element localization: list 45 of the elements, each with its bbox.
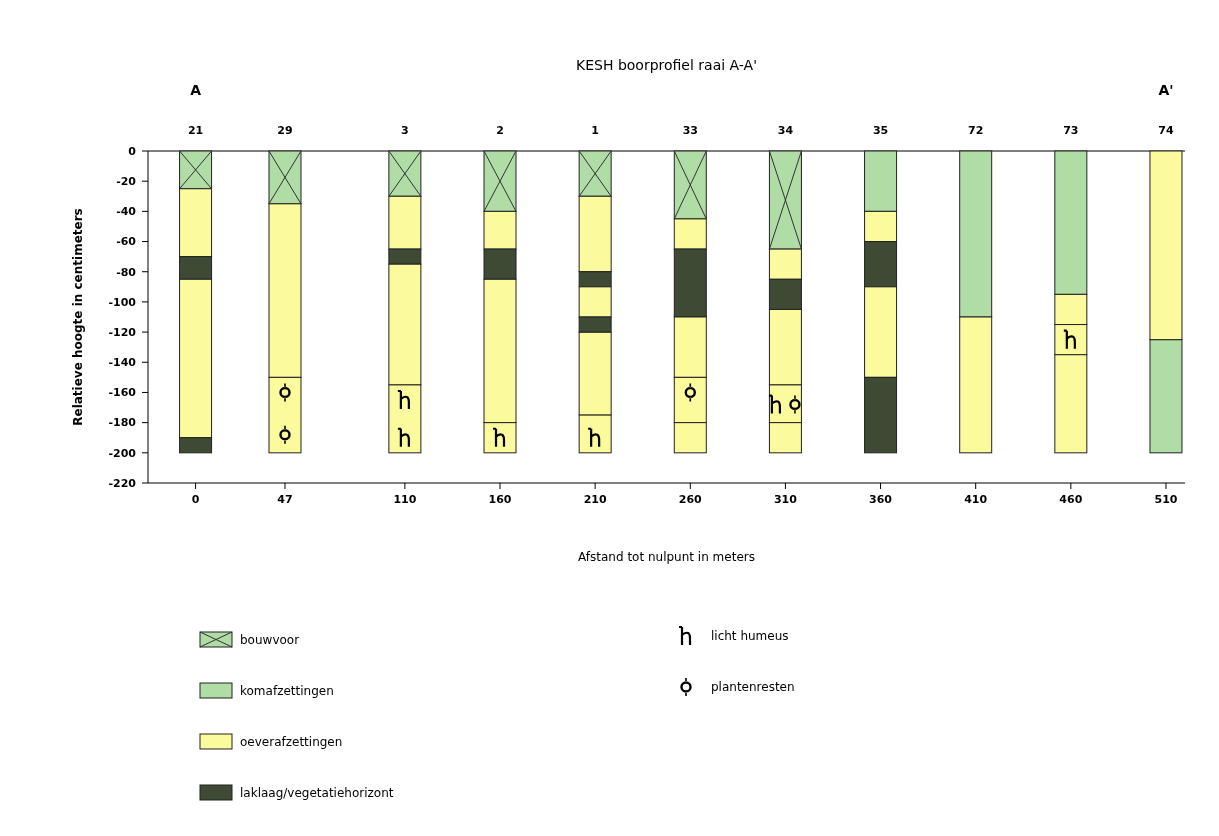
x-tick-label: 460 [1059, 493, 1083, 506]
annotation: 3 [401, 124, 409, 137]
annotation: 73 [1063, 124, 1079, 137]
annotation: 34 [777, 124, 794, 137]
legend-label: laklaag/vegetatiehorizont [240, 786, 394, 801]
legend-label: licht humeus [711, 629, 789, 644]
annotation: 21 [187, 124, 204, 137]
y-tick-label: -220 [108, 476, 137, 490]
annotation: 1 [591, 124, 599, 137]
y-tick-label: -100 [108, 295, 137, 309]
chart-title: KESH boorprofiel raai A-A' [575, 57, 758, 73]
legend-label: oeverafzettingen [240, 735, 343, 750]
x-tick-label: 260 [678, 493, 703, 506]
y-tick-label: 0 [128, 144, 137, 158]
y-tick-label: -40 [116, 205, 137, 219]
annotation: 72 [968, 124, 984, 137]
text: A' [1158, 82, 1174, 98]
x-tick-label: 110 [393, 493, 417, 506]
text: A [190, 82, 202, 98]
legend-label: komafzettingen [240, 684, 334, 699]
y-tick-label: -20 [116, 175, 137, 189]
x-tick-label: 47 [277, 493, 293, 506]
x-axis-title: Afstand tot nulpunt in meters [578, 550, 755, 564]
y-axis-title: Relatieve hoogte in centimeters [71, 208, 85, 426]
annotation: 33 [682, 124, 698, 137]
y-tick-label: -140 [108, 356, 137, 370]
x-tick-label: 160 [488, 493, 512, 506]
y-tick-label: -200 [108, 446, 137, 460]
y-tick-label: -180 [108, 416, 137, 430]
x-tick-label: 210 [583, 493, 607, 506]
annotation: 29 [277, 124, 293, 137]
annotation: 74 [1158, 124, 1174, 137]
annotation: 35 [872, 124, 889, 137]
y-tick-label: -80 [116, 265, 137, 279]
y-tick-label: -60 [116, 235, 137, 249]
y-tick-label: -120 [108, 325, 137, 339]
x-tick-label: 310 [773, 493, 798, 506]
x-tick-label: 0 [191, 493, 200, 506]
x-tick-label: 410 [964, 493, 988, 506]
x-tick-label: 510 [1154, 493, 1178, 506]
x-tick-label: 360 [869, 493, 893, 506]
legend-label: plantenresten [711, 680, 795, 695]
annotation: 2 [496, 124, 504, 137]
legend-label: bouwvoor [240, 633, 300, 648]
y-tick-label: -160 [108, 386, 137, 400]
